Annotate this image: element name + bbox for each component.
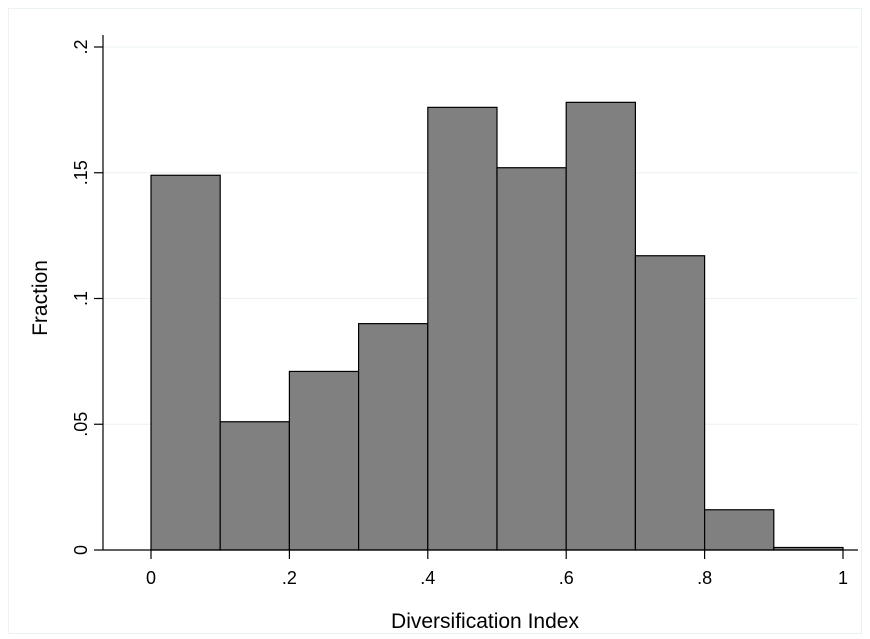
x-tick-label-2: .4: [420, 568, 435, 588]
y-tick-label-2: .1: [71, 291, 91, 306]
x-tick-label-3: .6: [559, 568, 574, 588]
histogram-bar-0: [150, 174, 221, 551]
y-axis-ticks: 0 .05 .1 .15 .2: [71, 39, 103, 555]
x-tick-label-1: .2: [282, 568, 297, 588]
y-axis-title: Fraction: [29, 260, 52, 336]
histogram-bar-5: [496, 167, 567, 551]
chart-frame: [8, 8, 862, 634]
y-tick-label-0: 0: [71, 545, 91, 555]
y-tick-label-4: .2: [71, 39, 91, 54]
histogram-bar-2: [288, 370, 360, 551]
histogram-bar-6: [565, 101, 637, 551]
x-axis-ticks: 0 .2 .4 .6 .8 1: [146, 550, 848, 588]
x-axis-title: Diversification Index: [391, 610, 579, 633]
x-tick-label-4: .8: [697, 568, 712, 588]
x-tick-label-5: 1: [838, 568, 848, 588]
histogram-bar-4: [427, 106, 498, 551]
histogram-bar-1: [219, 421, 290, 551]
x-tick-label-0: 0: [146, 568, 156, 588]
histogram-bar-3: [358, 323, 429, 551]
histogram-bar-7: [634, 255, 706, 551]
y-tick-label-3: .15: [71, 160, 91, 185]
histogram-bar-8: [703, 509, 775, 551]
y-tick-label-1: .05: [71, 412, 91, 437]
axes: [102, 35, 858, 551]
histogram-bars: [150, 101, 844, 551]
